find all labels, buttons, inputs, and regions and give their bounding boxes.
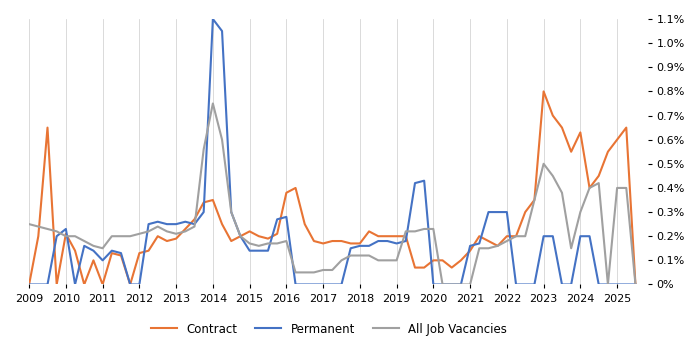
All Job Vacancies [99, 246, 107, 250]
Line: Contract: Contract [29, 91, 636, 285]
Permanent [631, 282, 640, 287]
Contract [117, 253, 125, 258]
All Job Vacancies [438, 282, 447, 287]
Contract [540, 89, 548, 93]
All Job Vacancies [631, 282, 640, 287]
Permanent [494, 210, 502, 214]
All Job Vacancies [503, 239, 511, 243]
Line: Permanent: Permanent [29, 19, 636, 285]
Contract [484, 239, 493, 243]
All Job Vacancies [309, 270, 318, 274]
Contract [273, 232, 281, 236]
Permanent [99, 258, 107, 262]
Line: All Job Vacancies: All Job Vacancies [29, 104, 636, 285]
Contract [594, 174, 603, 178]
Permanent [209, 17, 217, 21]
Permanent [117, 251, 125, 255]
All Job Vacancies [594, 181, 603, 185]
Contract [25, 282, 34, 287]
Contract [631, 282, 640, 287]
Permanent [282, 215, 290, 219]
All Job Vacancies [209, 102, 217, 106]
All Job Vacancies [71, 234, 79, 238]
All Job Vacancies [25, 222, 34, 226]
Legend: Contract, Permanent, All Job Vacancies: Contract, Permanent, All Job Vacancies [146, 318, 512, 341]
Contract [99, 282, 107, 287]
All Job Vacancies [282, 239, 290, 243]
Permanent [594, 282, 603, 287]
Permanent [25, 282, 34, 287]
Permanent [309, 282, 318, 287]
Contract [300, 222, 309, 226]
